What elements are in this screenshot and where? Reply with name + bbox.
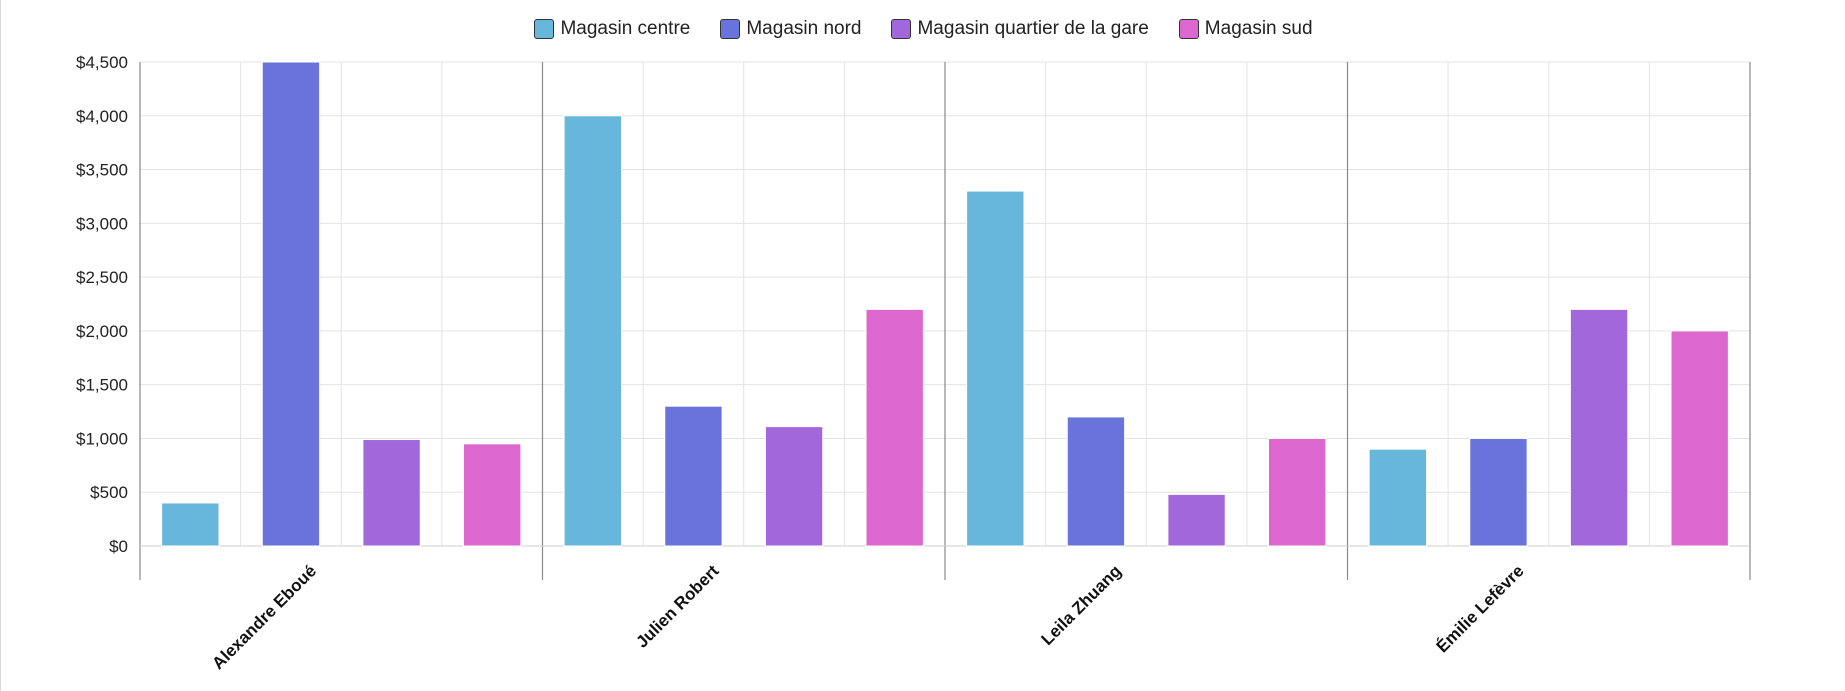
bar [1167,493,1226,547]
legend-swatch [534,19,555,39]
legend-label: Magasin nord [746,18,862,39]
bar [1569,308,1629,547]
y-tick-label: $2,000 [76,322,128,341]
legend-label: Magasin centre [560,18,691,39]
legend-swatch [1178,19,1199,39]
bar [865,308,924,547]
bar [764,426,824,547]
legend-label: Magasin quartier de la gare [917,18,1149,39]
y-tick-label: $1,000 [76,429,128,448]
bar [1368,448,1427,547]
bar [563,115,622,547]
legend-swatch [891,19,912,39]
bar [161,502,220,547]
y-tick-label: $3,500 [76,161,128,180]
bar [1268,437,1327,547]
x-category-label: Julien Robert [632,561,722,651]
y-tick-label: $1,500 [76,376,128,395]
y-tick-label: $500 [90,483,128,502]
legend-item[interactable]: Magasin centre [534,18,690,40]
bar [1066,416,1126,547]
legend-item[interactable]: Magasin nord [720,18,861,40]
legend-label: Magasin sud [1204,18,1313,39]
y-tick-label: $2,500 [76,268,128,287]
y-tick-label: $4,500 [76,53,128,72]
x-category-label: Leila Zhuang [1038,561,1126,649]
legend-item[interactable]: Magasin sud [1178,18,1313,40]
bar [966,190,1025,547]
y-tick-label: $4,000 [76,107,128,126]
y-tick-label: $3,000 [76,214,128,233]
legend-swatch [720,19,741,39]
bar [463,443,522,547]
bar [664,405,723,547]
legend: Magasin centre Magasin nord Magasin quarti… [1,18,1845,40]
y-tick-label: $0 [109,537,128,556]
legend-item[interactable]: Magasin quartier de la gare [891,18,1149,40]
bar [1670,330,1729,547]
bar [261,61,321,547]
x-category-label: Émilie Lefèvre [1433,561,1528,656]
x-category-label: Alexandre Eboué [208,561,320,673]
bar [362,439,421,547]
bar [1469,437,1528,547]
